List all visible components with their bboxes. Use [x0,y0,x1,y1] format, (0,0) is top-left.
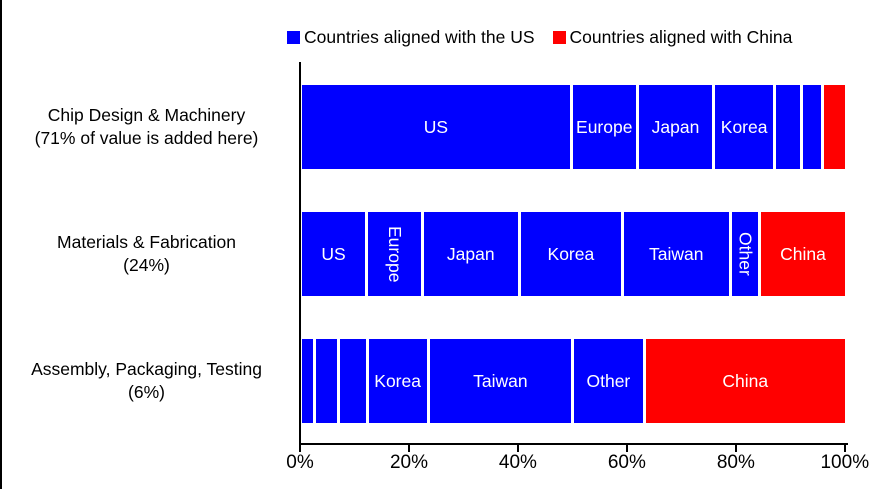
category-label-line1: Materials & Fabrication [57,232,236,252]
bar-segment [339,339,366,423]
category-label-line2: (24%) [123,255,170,275]
y-axis-line [299,62,301,445]
legend-us-swatch [287,31,300,44]
bar-segment [802,85,821,169]
legend-china-label: Countries aligned with China [569,27,793,47]
bar-segment [302,339,313,423]
bar-segment-japan: Japan [638,85,713,169]
stacked-bar: Korea Taiwan Other China [302,339,845,423]
bar-segment-label: Korea [547,243,595,264]
bar-segment [824,85,845,169]
bar-segment-label: Korea [720,116,768,137]
bar-segment-korea: Korea [715,85,773,169]
x-axis-tick-label: 40% [498,452,537,473]
bar-segment [315,339,337,423]
bar-segment-label: Taiwan [649,243,704,264]
x-axis-line [299,443,848,445]
bar-segment-label: Japan [446,243,495,264]
legend-china-swatch [552,31,566,44]
category-label-line2: (6%) [128,382,165,402]
legend-item-china: Countries aligned with China [552,27,793,48]
stacked-bar: US Europe Japan Korea [302,85,845,169]
bar-segment [776,85,800,169]
stacked-bar: US Europe Japan Korea Taiwan Other China [302,212,845,296]
x-axis-tick [625,445,628,452]
bar-segment-china: China [761,212,845,296]
legend-item-us: Countries aligned with the US [287,27,535,48]
bar-segment-label: China [780,243,826,264]
bar-segment-label: Korea [374,370,421,391]
category-label-line1: Assembly, Packaging, Testing [31,359,262,379]
bar-segment-taiwan: Taiwan [623,212,729,296]
bar-segment-label: US [321,243,346,264]
bar-segment-label: China [722,370,769,391]
bar-segment-china: China [645,339,845,423]
legend: Countries aligned with the US Countries … [287,27,792,48]
x-axis-tick [734,445,737,452]
bar-segment-other: Other [574,339,643,423]
bar-segment-other: Other [731,212,758,296]
x-axis-tick [843,445,846,452]
x-axis-tick [516,445,519,452]
category-label: Chip Design & Machinery (71% of value is … [0,104,293,150]
x-axis-tick [299,445,301,452]
legend-us-label: Countries aligned with the US [304,27,535,47]
bar-segment-europe: Europe [368,212,421,296]
bar-segment-label: Europe [576,116,633,137]
bar-segment-label: Other [586,370,631,391]
bar-segment-label: Other [735,232,756,276]
bar-segment-korea: Korea [368,339,427,423]
bar-segment-japan: Japan [423,212,518,296]
x-axis-tick-label: 0% [286,452,314,473]
bar-segment-label: Taiwan [473,370,528,391]
x-axis-tick-label: 80% [716,452,755,473]
x-axis-tick-label: 60% [607,452,646,473]
category-label-line2: (71% of value is added here) [34,128,259,148]
bar-segment-us: US [302,212,365,296]
x-axis-tick-label: 20% [389,452,428,473]
category-label-line1: Chip Design & Machinery [47,105,246,125]
bar-segment-label: US [423,116,449,137]
bar-segment-label: Europe [384,225,405,283]
bar-segment-europe: Europe [572,85,636,169]
category-label: Assembly, Packaging, Testing (6%) [0,358,293,404]
category-label: Materials & Fabrication (24%) [0,231,293,277]
left-border-line [0,0,2,489]
bar-segment-us: US [302,85,570,169]
x-axis-tick [407,445,410,452]
bar-segment-label: Japan [651,116,700,137]
bar-segment-taiwan: Taiwan [429,339,572,423]
bar-segment-korea: Korea [521,212,621,296]
x-axis-tick-label: 100% [820,452,870,473]
